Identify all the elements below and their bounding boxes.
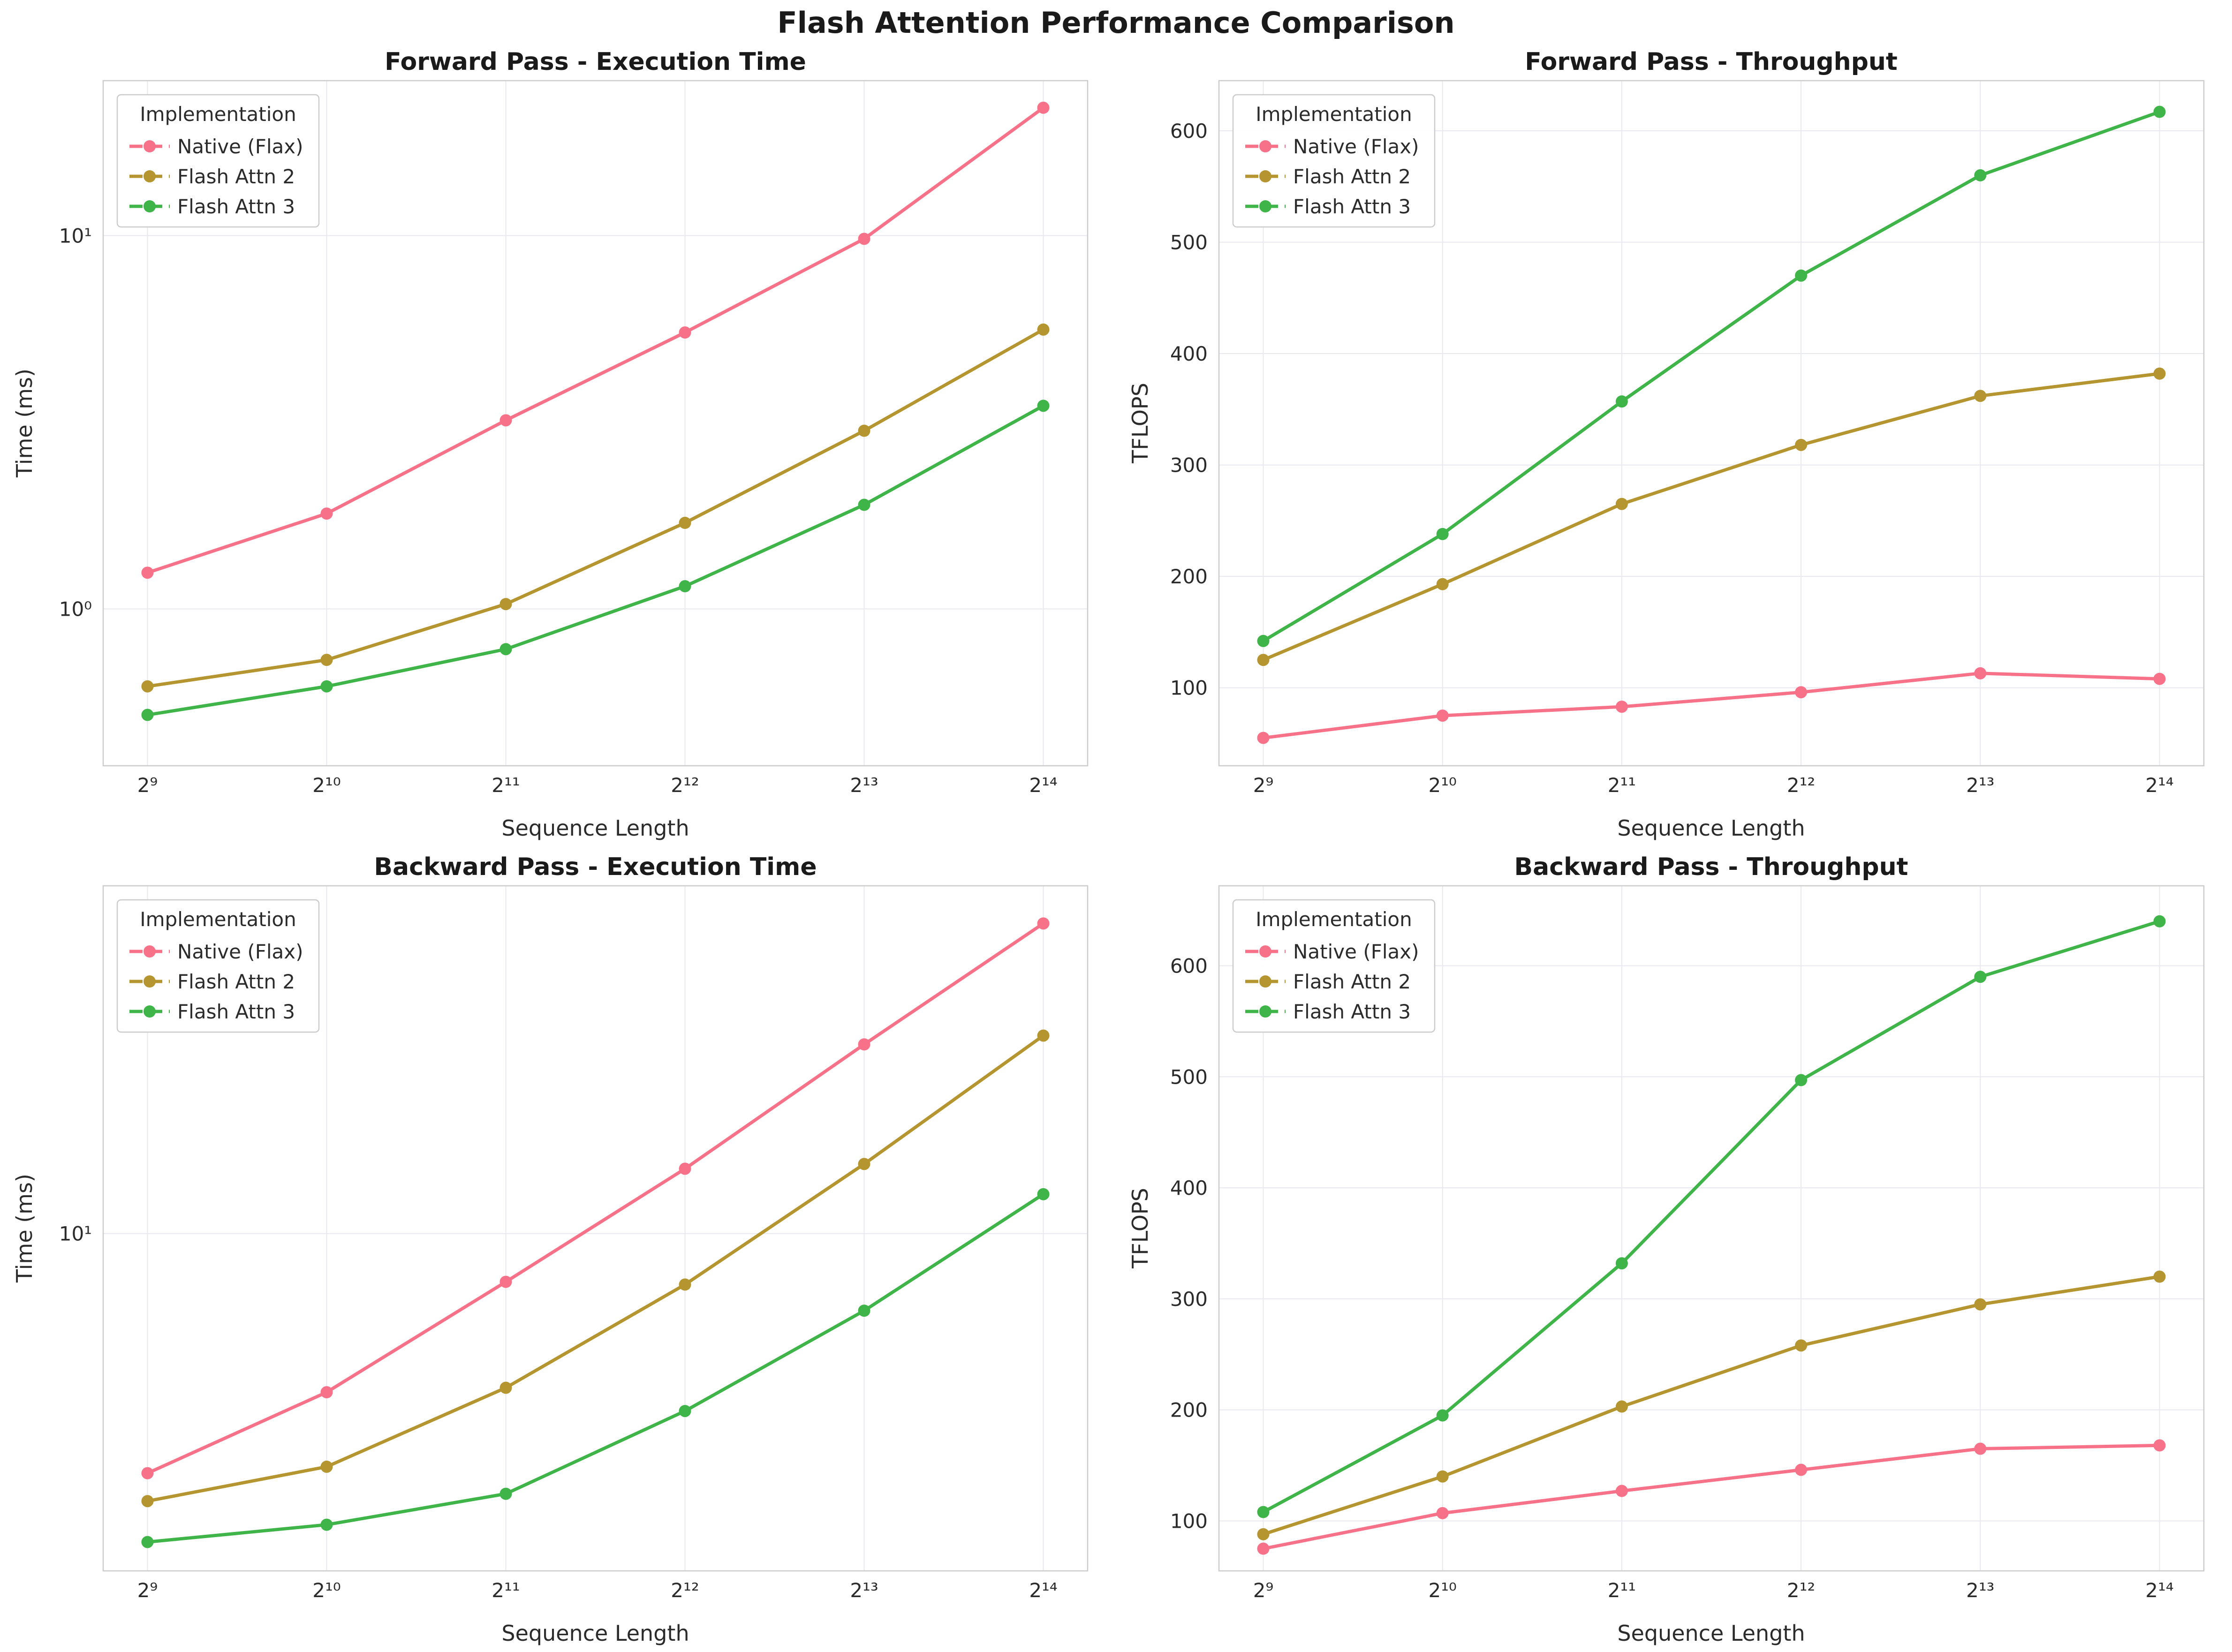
svg-text:Flash Attn 3: Flash Attn 3 (177, 195, 295, 218)
svg-text:2⁹: 2⁹ (1253, 774, 1274, 797)
svg-text:2¹³: 2¹³ (1966, 774, 1994, 797)
svg-text:10¹: 10¹ (59, 1222, 92, 1245)
svg-text:2¹³: 2¹³ (850, 774, 878, 797)
svg-text:Flash Attn 3: Flash Attn 3 (177, 1000, 295, 1023)
svg-text:2¹⁰: 2¹⁰ (1428, 1579, 1456, 1602)
svg-text:Native (Flax): Native (Flax) (177, 135, 303, 158)
svg-text:500: 500 (1170, 231, 1208, 254)
forward-throughput-title: Forward Pass - Throughput (1525, 48, 1898, 76)
backward-throughput-plot: 2⁹ 2¹⁰ 2¹¹ 2¹² 2¹³ 2¹⁴ 100 200 300 400 500 600 Imple… (1170, 885, 2205, 1602)
backward-time-ylabel: Time (ms) (12, 1174, 37, 1282)
svg-text:400: 400 (1170, 1177, 1208, 1199)
svg-text:Implementation: Implementation (140, 908, 296, 931)
svg-text:Flash Attn 3: Flash Attn 3 (1293, 1000, 1411, 1023)
svg-text:500: 500 (1170, 1065, 1208, 1088)
backward-throughput-xlabel: Sequence Length (1617, 1621, 1805, 1646)
svg-text:Implementation: Implementation (1256, 908, 1412, 931)
forward-time-ylabel: Time (ms) (12, 369, 37, 477)
forward-time-title: Forward Pass - Execution Time (385, 48, 806, 76)
svg-text:2¹¹: 2¹¹ (1608, 1579, 1636, 1602)
svg-text:2¹⁰: 2¹⁰ (312, 774, 340, 797)
svg-text:200: 200 (1170, 1399, 1208, 1422)
svg-text:2¹³: 2¹³ (1966, 1579, 1994, 1602)
forward-throughput-xlabel: Sequence Length (1617, 815, 1805, 841)
svg-text:Native (Flax): Native (Flax) (177, 940, 303, 963)
forward-time-xlabel: Sequence Length (501, 815, 689, 841)
svg-text:600: 600 (1170, 120, 1208, 143)
forward-time-plot: 2⁹ 2¹⁰ 2¹¹ 2¹² 2¹³ 2¹⁴ 10⁰ 10¹ Implementation Nat… (59, 80, 1089, 797)
svg-text:Native (Flax): Native (Flax) (1293, 135, 1419, 158)
svg-text:2¹¹: 2¹¹ (1608, 774, 1636, 797)
svg-text:2¹³: 2¹³ (850, 1579, 878, 1602)
svg-text:Flash Attn 2: Flash Attn 2 (177, 165, 295, 188)
svg-text:Flash Attn 2: Flash Attn 2 (177, 970, 295, 993)
svg-text:100: 100 (1170, 677, 1208, 700)
svg-text:2¹⁴: 2¹⁴ (2145, 774, 2173, 797)
svg-text:2⁹: 2⁹ (137, 1579, 158, 1602)
svg-text:200: 200 (1170, 565, 1208, 588)
svg-text:2¹⁰: 2¹⁰ (1428, 774, 1456, 797)
svg-text:2⁹: 2⁹ (1253, 1579, 1274, 1602)
svg-text:Flash Attn 2: Flash Attn 2 (1293, 165, 1411, 188)
backward-throughput-title: Backward Pass - Throughput (1514, 853, 1908, 881)
backward-throughput-chart: 2⁹ 2¹⁰ 2¹¹ 2¹² 2¹³ 2¹⁴ 100 200 300 400 500 600 Imple… (1116, 846, 2232, 1652)
svg-text:2¹²: 2¹² (1787, 774, 1815, 797)
svg-text:Implementation: Implementation (1256, 103, 1412, 126)
svg-text:2¹⁴: 2¹⁴ (2145, 1579, 2173, 1602)
page-title: Flash Attention Performance Comparison (777, 6, 1455, 40)
svg-text:2¹⁰: 2¹⁰ (312, 1579, 340, 1602)
charts-grid: 2⁹ 2¹⁰ 2¹¹ 2¹² 2¹³ 2¹⁴ 10⁰ 10¹ Implementation Nat… (0, 41, 2232, 1652)
svg-text:Implementation: Implementation (140, 103, 296, 126)
svg-text:2⁹: 2⁹ (137, 774, 158, 797)
forward-throughput-plot: 2⁹ 2¹⁰ 2¹¹ 2¹² 2¹³ 2¹⁴ 100 200 300 400 500 600 Imple… (1170, 80, 2205, 797)
svg-text:2¹¹: 2¹¹ (492, 774, 520, 797)
svg-text:10⁰: 10⁰ (59, 597, 92, 620)
forward-throughput-ylabel: TFLOPS (1127, 383, 1153, 463)
svg-text:100: 100 (1170, 1509, 1208, 1532)
backward-time-xlabel: Sequence Length (501, 1621, 689, 1646)
page-header: Flash Attention Performance Comparison (0, 0, 2232, 41)
backward-time-title: Backward Pass - Execution Time (374, 853, 817, 881)
svg-text:2¹¹: 2¹¹ (492, 1579, 520, 1602)
svg-text:2¹²: 2¹² (671, 774, 699, 797)
forward-time-chart: 2⁹ 2¹⁰ 2¹¹ 2¹² 2¹³ 2¹⁴ 10⁰ 10¹ Implementation Nat… (0, 41, 1116, 846)
svg-text:2¹⁴: 2¹⁴ (1029, 774, 1057, 797)
svg-text:400: 400 (1170, 342, 1208, 365)
svg-text:300: 300 (1170, 454, 1208, 477)
svg-text:Flash Attn 2: Flash Attn 2 (1293, 970, 1411, 993)
backward-throughput-ylabel: TFLOPS (1127, 1188, 1153, 1268)
forward-throughput-chart: 2⁹ 2¹⁰ 2¹¹ 2¹² 2¹³ 2¹⁴ 100 200 300 400 500 600 Imple… (1116, 41, 2232, 846)
svg-text:Flash Attn 3: Flash Attn 3 (1293, 195, 1411, 218)
svg-text:2¹²: 2¹² (1787, 1579, 1815, 1602)
backward-time-plot: 2⁹ 2¹⁰ 2¹¹ 2¹² 2¹³ 2¹⁴ 10¹ Implementation Native… (59, 885, 1089, 1602)
svg-text:300: 300 (1170, 1288, 1208, 1311)
svg-text:Native (Flax): Native (Flax) (1293, 940, 1419, 963)
svg-text:2¹²: 2¹² (671, 1579, 699, 1602)
svg-text:10¹: 10¹ (59, 224, 92, 247)
svg-text:2¹⁴: 2¹⁴ (1029, 1579, 1057, 1602)
backward-time-chart: 2⁹ 2¹⁰ 2¹¹ 2¹² 2¹³ 2¹⁴ 10¹ Implementation Native… (0, 846, 1116, 1652)
svg-text:600: 600 (1170, 954, 1208, 977)
